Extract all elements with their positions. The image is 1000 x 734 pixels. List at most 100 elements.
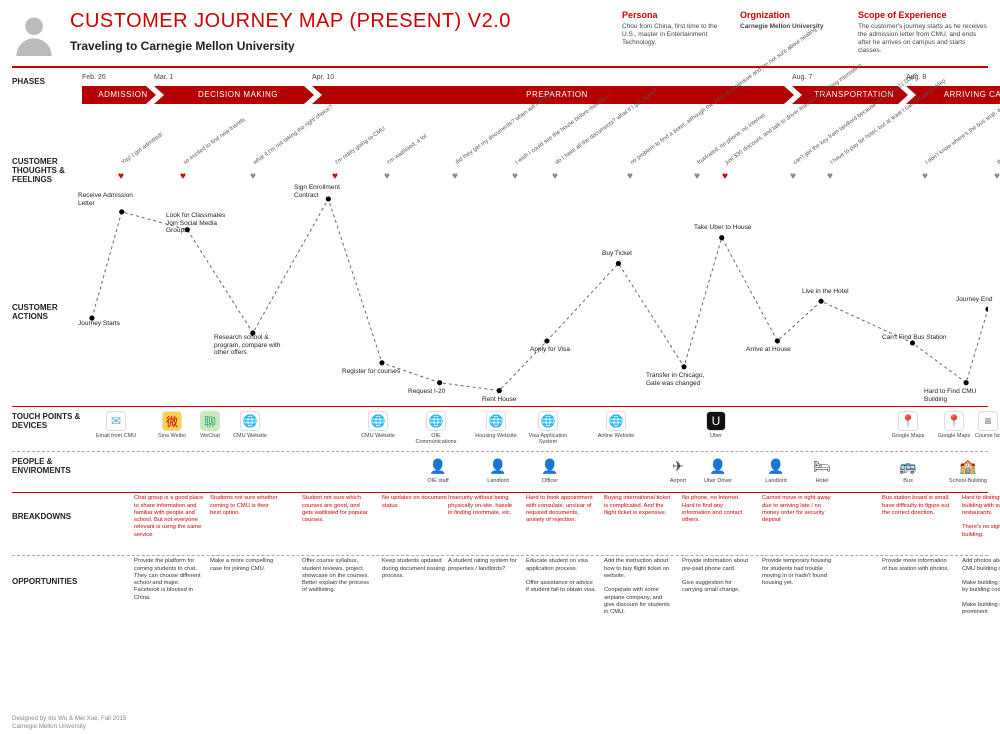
breakdown-text: Buying international ticket is complicat… xyxy=(604,495,674,517)
opportunity-text: A student rating system for properties /… xyxy=(448,558,518,572)
heart-icon: ♥ xyxy=(827,171,833,182)
row-break: BREAKDOWNS Chat group is a good place to… xyxy=(12,495,988,553)
breakdown-text: Cannot move in right away due to arrivin… xyxy=(762,495,832,524)
action-label: Can't Find Bus Station xyxy=(882,334,954,341)
breakdown-text: Chat group is a good place to share info… xyxy=(134,495,204,538)
date-label: Feb. 26 xyxy=(82,74,106,81)
people-env: 👤 OIE staff xyxy=(414,456,462,484)
people-label: Hotel xyxy=(798,478,846,484)
action-label: Apply for Visa xyxy=(530,346,602,353)
row-label: OPPORTUNITIES xyxy=(12,558,82,587)
action-label: Arrive at House xyxy=(746,346,818,353)
opportunity-text: Provide temporary housing for students h… xyxy=(762,558,832,587)
title: CUSTOMER JOURNEY MAP (PRESENT) V2.0 xyxy=(70,10,612,33)
heart-icon: ♥ xyxy=(994,171,1000,182)
touchpoint: 🌐CMU Website xyxy=(354,411,402,439)
divider xyxy=(12,406,988,407)
touchpoint-icon: 🌐 xyxy=(538,411,558,431)
people-icon: 🏫 xyxy=(958,456,978,476)
row-thoughts: CUSTOMER THOUGHTS & FEELINGS Yay! I got … xyxy=(12,106,988,184)
touchpoint-label: Course list xyxy=(964,433,1000,439)
action-label: Journey Starts xyxy=(78,320,150,327)
breakdown-text: Hard to distinguish school building with… xyxy=(962,495,1000,538)
row-label: BREAKDOWNS xyxy=(12,495,82,522)
action-label: Journey End xyxy=(956,296,1000,303)
heart-icon: ♥ xyxy=(694,171,700,182)
phase-decision-making: DECISION MAKING xyxy=(154,86,314,104)
divider xyxy=(12,66,988,68)
action-label: Sign Enrollment Contract xyxy=(294,184,366,199)
heart-icon: ♥ xyxy=(512,171,518,182)
touchpoint-icon: 📍 xyxy=(944,411,964,431)
people-icon: 👤 xyxy=(428,456,448,476)
heart-icon: ♥ xyxy=(332,171,338,182)
people-icon: ✈ xyxy=(668,456,688,476)
phase-admission: ADMISSION xyxy=(82,86,156,104)
people-icon: 👤 xyxy=(766,456,786,476)
people-env: 👤 Landlord xyxy=(752,456,800,484)
touchpoint-icon: 🌐 xyxy=(606,411,626,431)
row-label: PEOPLE & ENVIROMENTS xyxy=(12,454,82,476)
people-label: Landlord xyxy=(474,478,522,484)
breakdown-text: Bus station board is small, have difficu… xyxy=(882,495,952,517)
people-label: School Building xyxy=(944,478,992,484)
heart-icon: ♥ xyxy=(384,171,390,182)
footer: Designed by Iris Wu & Mei Xue, Fall 2015… xyxy=(12,715,126,730)
touchpoint-label: Airline Website xyxy=(592,433,640,439)
breakdown-text: Students not sure whether coming to CMU … xyxy=(210,495,280,517)
meta-persona-h: Persona xyxy=(622,10,722,20)
people-env: 🛏Hotel xyxy=(798,456,846,484)
action-label: Rent House xyxy=(482,396,554,403)
heart-icon: ♥ xyxy=(118,171,124,182)
heart-icon: ♥ xyxy=(250,171,256,182)
subtitle: Traveling to Carnegie Mellon University xyxy=(70,39,612,53)
touchpoint-icon: 聊 xyxy=(200,411,220,431)
touchpoint: 🌐OIE Communications xyxy=(412,411,460,445)
date-label: Aug. 7 xyxy=(792,74,812,81)
breakdown-text: No phone, no Internet. Hard to find any … xyxy=(682,495,752,524)
touchpoint: 📍Google Maps xyxy=(884,411,932,439)
people-label: Landlord xyxy=(752,478,800,484)
action-label: Receive Admission Letter xyxy=(78,192,150,207)
opportunity-text: Provide information about pre-paid phone… xyxy=(682,558,752,594)
touchpoint-label: Visa Application System xyxy=(524,433,572,445)
meta-org-h: Orgnization xyxy=(740,10,840,20)
row-label: PHASES xyxy=(12,74,82,87)
heart-icon: ♥ xyxy=(180,171,186,182)
divider xyxy=(12,451,988,452)
row-people: PEOPLE & ENVIROMENTS 👤 OIE staff 👤 Landlord… xyxy=(12,454,988,490)
opportunity-text: Add photos about each CMU building on ma… xyxy=(962,558,1000,616)
touchpoint: 🌐CMU Website xyxy=(226,411,274,439)
touchpoint-icon: 微 xyxy=(162,411,182,431)
touchpoint-label: OIE Communications xyxy=(412,433,460,445)
people-env: 🏫 School Building xyxy=(944,456,992,484)
people-label: OIE staff xyxy=(414,478,462,484)
touchpoint-icon: ≡ xyxy=(978,411,998,431)
row-label: CUSTOMER ACTIONS xyxy=(12,184,82,322)
action-label: Request I-20 xyxy=(408,388,480,395)
heart-icon: ♥ xyxy=(922,171,928,182)
opportunity-text: Educate student on visa application proc… xyxy=(526,558,596,594)
breakdown-text: Insecurity without being physically on-s… xyxy=(448,495,518,517)
heart-icon: ♥ xyxy=(722,171,728,182)
header: CUSTOMER JOURNEY MAP (PRESENT) V2.0 Trav… xyxy=(12,10,988,56)
row-actions: CUSTOMER ACTIONS Journey Starts Receive A… xyxy=(12,184,988,404)
row-touch: TOUCH POINTS & DEVICES ✉Email from CMU微S… xyxy=(12,409,988,449)
touchpoint-label: Google Maps xyxy=(884,433,932,439)
people-label: Officer xyxy=(526,478,574,484)
people-icon: 👤 xyxy=(488,456,508,476)
journey-map: CUSTOMER JOURNEY MAP (PRESENT) V2.0 Trav… xyxy=(0,0,1000,734)
touchpoint: ✉Email from CMU xyxy=(92,411,140,439)
touchpoint-label: CMU Website xyxy=(226,433,274,439)
breakdown-text: Student not sure which courses are good,… xyxy=(302,495,372,524)
footer-line: Designed by Iris Wu & Mei Xue, Fall 2015 xyxy=(12,715,126,722)
meta-org-t: Carnegie Mellon University xyxy=(740,23,840,31)
touchpoint: 🌐Housing Website xyxy=(472,411,520,439)
touchpoint-label: Uber xyxy=(692,433,740,439)
people-env: 🚌Bus xyxy=(884,456,932,484)
people-env: 👤Uber Driver xyxy=(694,456,742,484)
breakdown-text: Hard to book appointment with consulate,… xyxy=(526,495,596,524)
touchpoint-label: Email from CMU xyxy=(92,433,140,439)
touchpoint: 🌐 Visa Application System xyxy=(524,411,572,445)
opportunity-text: Provide more information of bus station … xyxy=(882,558,952,572)
